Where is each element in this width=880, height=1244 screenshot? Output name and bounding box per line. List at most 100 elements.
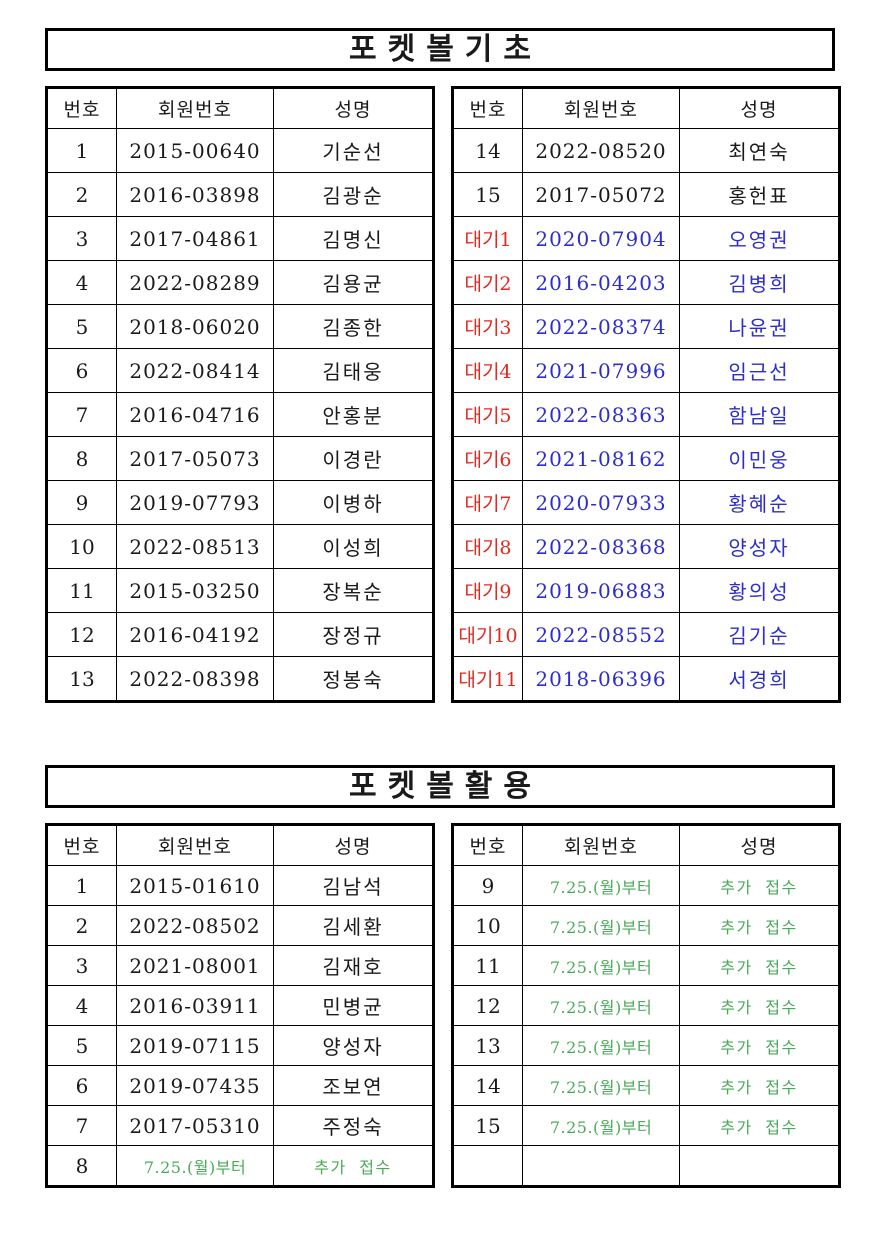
table-row [452, 1145, 840, 1187]
row-number-cell: 11 [452, 945, 523, 986]
member-name-cell: 최연숙 [679, 128, 840, 173]
member-number-cell: 2017-04861 [116, 216, 274, 261]
member-name-cell: 김남석 [273, 865, 434, 906]
member-number-cell: 7.25.(월)부터 [522, 1025, 680, 1066]
table-row: 9 2019-07793 이병하 [46, 480, 434, 525]
column-header: 성명 [679, 87, 840, 129]
member-name-cell: 정봉숙 [273, 656, 434, 702]
table-row: 8 7.25.(월)부터 추가 접수 [46, 1145, 434, 1187]
member-name-cell: 이민웅 [679, 436, 840, 481]
row-number-cell: 13 [46, 656, 117, 702]
member-name-cell: 김재호 [273, 945, 434, 986]
member-number-cell: 2015-01610 [116, 865, 274, 906]
header-row: 번호 회원번호 성명 [452, 87, 840, 129]
member-number-cell: 7.25.(월)부터 [522, 985, 680, 1026]
member-number-cell: 2021-08001 [116, 945, 274, 986]
row-number-cell: 7 [46, 392, 117, 437]
row-number-cell: 14 [452, 128, 523, 173]
row-number-cell: 대기4 [452, 348, 523, 393]
row-number-cell: 12 [46, 612, 117, 657]
header-row: 번호 회원번호 성명 [46, 824, 434, 866]
column-header: 회원번호 [522, 824, 680, 866]
member-name-cell: 추가 접수 [679, 865, 840, 906]
table-row: 7 2016-04716 안홍분 [46, 392, 434, 437]
member-number-cell: 2022-08368 [522, 524, 680, 569]
row-number-cell: 5 [46, 1025, 117, 1066]
column-header: 번호 [452, 87, 523, 129]
table-row: 3 2021-08001 김재호 [46, 945, 434, 986]
table-row: 2 2016-03898 김광순 [46, 172, 434, 217]
table-row: 10 7.25.(월)부터 추가 접수 [452, 905, 840, 946]
row-number-cell: 3 [46, 945, 117, 986]
table-row: 8 2017-05073 이경란 [46, 436, 434, 481]
table-row: 대기7 2020-07933 황혜순 [452, 480, 840, 525]
column-header: 성명 [273, 824, 434, 866]
column-header: 성명 [273, 87, 434, 129]
table-row: 대기8 2022-08368 양성자 [452, 524, 840, 569]
header-row: 번호 회원번호 성명 [46, 87, 434, 129]
row-number-cell: 4 [46, 985, 117, 1026]
member-name-cell: 추가 접수 [679, 905, 840, 946]
member-name-cell: 민병균 [273, 985, 434, 1026]
member-number-cell [522, 1145, 680, 1187]
member-number-cell: 2016-03911 [116, 985, 274, 1026]
row-number-cell: 2 [46, 172, 117, 217]
table-row: 6 2022-08414 김태웅 [46, 348, 434, 393]
row-number-cell: 5 [46, 304, 117, 349]
row-number-cell: 1 [46, 128, 117, 173]
member-number-cell: 2020-07933 [522, 480, 680, 525]
table-row: 14 7.25.(월)부터 추가 접수 [452, 1065, 840, 1106]
basic-roster-left-table: 번호 회원번호 성명 1 2015-00640 기순선 2 2016-03898 김광순 3 201… [45, 86, 435, 703]
member-number-cell: 7.25.(월)부터 [522, 1065, 680, 1106]
column-header: 번호 [452, 824, 523, 866]
column-header: 회원번호 [522, 87, 680, 129]
row-number-cell: 대기1 [452, 216, 523, 261]
basic-title-box: 포켓볼기초 [45, 28, 835, 71]
advanced-roster-right-table: 번호 회원번호 성명 9 7.25.(월)부터 추가 접수 10 7.25.(월)부터 추가 접… [451, 823, 841, 1188]
table-row: 15 7.25.(월)부터 추가 접수 [452, 1105, 840, 1146]
row-number-cell: 대기7 [452, 480, 523, 525]
table-row: 대기4 2021-07996 임근선 [452, 348, 840, 393]
table-row: 11 2015-03250 장복순 [46, 568, 434, 613]
table-row: 대기5 2022-08363 함남일 [452, 392, 840, 437]
member-number-cell: 2020-07904 [522, 216, 680, 261]
table-row: 13 2022-08398 정봉숙 [46, 656, 434, 702]
table-row: 대기11 2018-06396 서경희 [452, 656, 840, 702]
member-number-cell: 2018-06020 [116, 304, 274, 349]
table-row: 13 7.25.(월)부터 추가 접수 [452, 1025, 840, 1066]
member-name-cell: 오영권 [679, 216, 840, 261]
table-row: 9 7.25.(월)부터 추가 접수 [452, 865, 840, 906]
member-number-cell: 2019-07115 [116, 1025, 274, 1066]
member-number-cell: 2022-08502 [116, 905, 274, 946]
member-name-cell: 황혜순 [679, 480, 840, 525]
member-name-cell: 이병하 [273, 480, 434, 525]
basic-section-title: 포켓볼기초 [349, 31, 542, 67]
member-number-cell: 2022-08552 [522, 612, 680, 657]
table-row: 대기2 2016-04203 김병희 [452, 260, 840, 305]
row-number-cell: 대기6 [452, 436, 523, 481]
section-pocketball-advanced: 포켓볼활용 번호 회원번호 성명 1 2015-01610 김남석 2 2022-08502 김… [45, 765, 841, 1188]
member-number-cell: 7.25.(월)부터 [522, 905, 680, 946]
member-number-cell: 2022-08398 [116, 656, 274, 702]
table-row: 5 2018-06020 김종한 [46, 304, 434, 349]
member-number-cell: 2022-08520 [522, 128, 680, 173]
member-name-cell: 추가 접수 [679, 1105, 840, 1146]
row-number-cell: 대기3 [452, 304, 523, 349]
row-number-cell: 12 [452, 985, 523, 1026]
row-number-cell: 대기9 [452, 568, 523, 613]
basic-roster-right-table: 번호 회원번호 성명 14 2022-08520 최연숙 15 2017-05072 홍헌표 대기… [451, 86, 841, 703]
member-number-cell: 2022-08414 [116, 348, 274, 393]
section-divider-space [45, 703, 835, 765]
table-row: 1 2015-00640 기순선 [46, 128, 434, 173]
table-row: 6 2019-07435 조보연 [46, 1065, 434, 1106]
table-row: 11 7.25.(월)부터 추가 접수 [452, 945, 840, 986]
member-name-cell: 김태웅 [273, 348, 434, 393]
member-number-cell: 7.25.(월)부터 [522, 865, 680, 906]
advanced-title-box: 포켓볼활용 [45, 765, 835, 808]
member-number-cell: 7.25.(월)부터 [116, 1145, 274, 1187]
member-number-cell: 2018-06396 [522, 656, 680, 702]
row-number-cell: 6 [46, 348, 117, 393]
member-number-cell: 2022-08513 [116, 524, 274, 569]
row-number-cell: 2 [46, 905, 117, 946]
